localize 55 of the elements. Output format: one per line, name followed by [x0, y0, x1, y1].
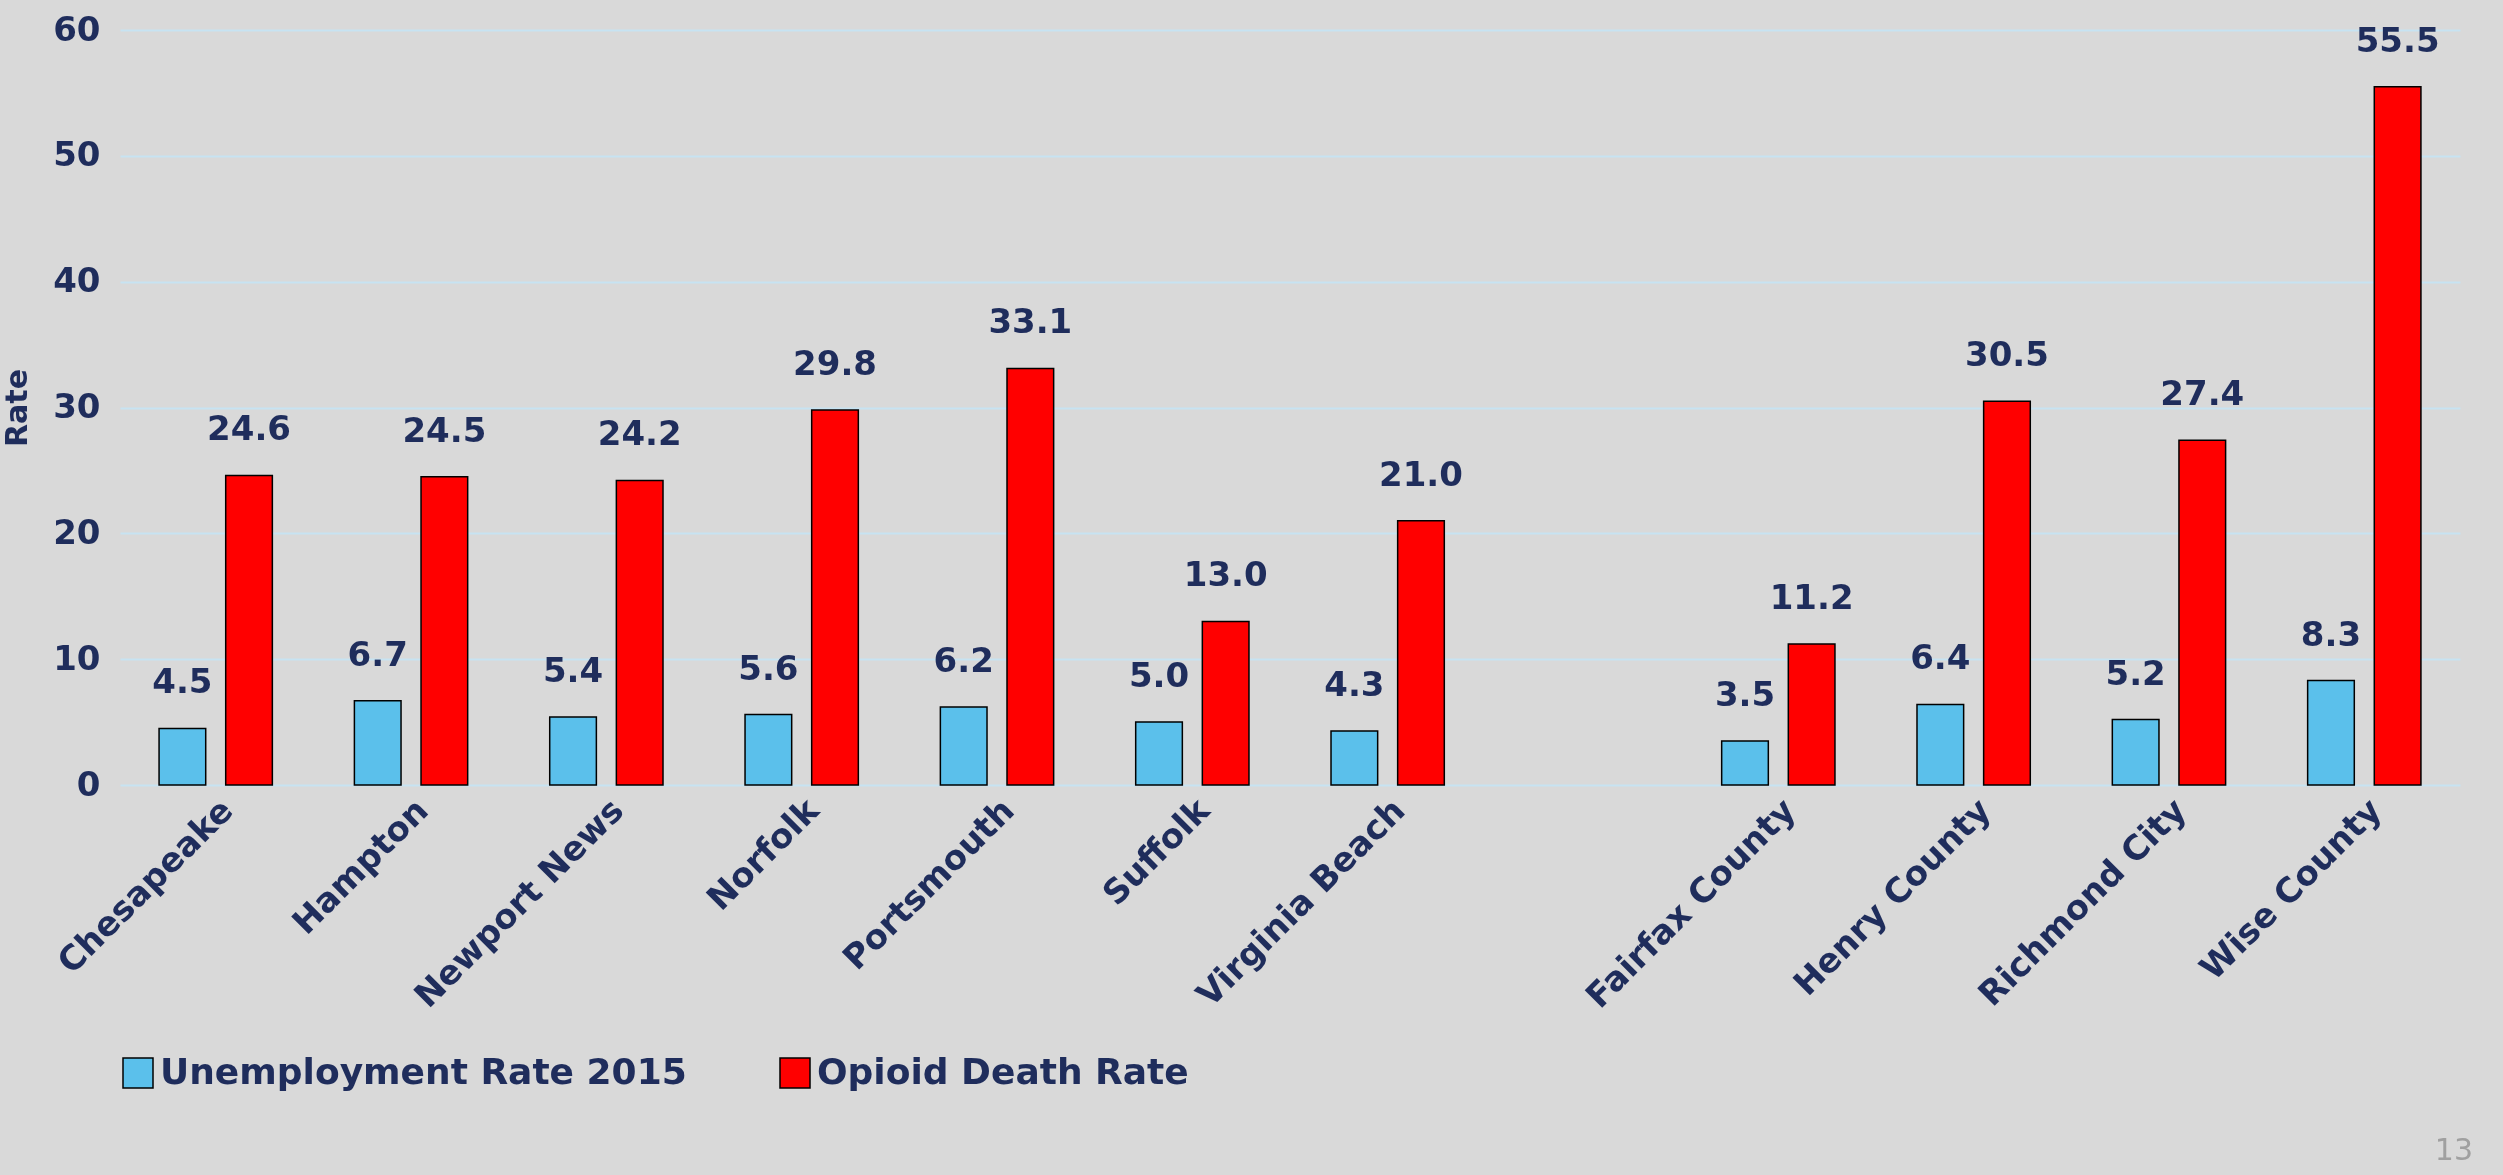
data-label: 13.0: [1183, 554, 1268, 595]
bar: [1720, 740, 1770, 786]
bar: [1330, 730, 1379, 786]
bar: [158, 727, 207, 786]
data-label: 5.6: [738, 647, 799, 688]
bar: [1006, 367, 1055, 786]
text: 13: [2434, 1132, 2473, 1167]
bar: [1916, 703, 1965, 786]
data-label: 30.5: [1965, 334, 2049, 375]
data-label: 4.3: [1324, 663, 1385, 704]
bar: [2178, 439, 2227, 786]
data-label: 8.3: [2300, 613, 2362, 654]
legend-label: Unemployment Rate 2015: [160, 1051, 687, 1092]
data-label: 6.7: [347, 633, 408, 674]
y-tick-label: 60: [53, 8, 101, 49]
data-label: 27.4: [2160, 373, 2245, 414]
bar: [615, 479, 664, 786]
bar: [2111, 718, 2160, 786]
y-tick-label: 30: [53, 386, 101, 426]
bar: [224, 474, 274, 786]
data-label: 21.0: [1379, 453, 1463, 494]
y-tick-label: 20: [53, 511, 101, 552]
data-label: 5.4: [542, 650, 604, 691]
bar: [2306, 679, 2356, 786]
bar: [1134, 721, 1184, 786]
bar: [810, 409, 860, 786]
data-label: 24.2: [597, 413, 682, 454]
bar: [744, 713, 793, 786]
data-label: 24.6: [207, 408, 291, 449]
bar: [1787, 643, 1836, 786]
legend-label: Opioid Death Rate: [817, 1051, 1189, 1092]
data-label: 6.4: [1910, 637, 1971, 678]
bar: [939, 706, 988, 786]
data-label: 4.5: [152, 661, 213, 702]
y-axis-title: Rate: [0, 368, 35, 448]
data-label: 3.5: [1714, 673, 1776, 714]
data-label: 5.0: [1128, 655, 1190, 696]
data-label: 24.5: [402, 409, 487, 450]
data-label: 29.8: [793, 343, 877, 384]
bar: [1396, 520, 1446, 786]
data-label: 33.1: [988, 301, 1073, 342]
y-tick-label: 50: [53, 134, 101, 175]
data-label: 11.2: [1769, 577, 1854, 618]
y-tick-label: 10: [53, 637, 101, 678]
y-tick-label: 40: [53, 260, 101, 301]
bar: [420, 475, 469, 786]
bar: [548, 716, 598, 786]
data-label: 5.2: [2105, 652, 2166, 693]
bar: [353, 699, 402, 786]
bar: [2373, 85, 2422, 786]
data-label: 55.5: [2355, 19, 2440, 60]
bar: [1201, 620, 1250, 786]
data-label: 6.2: [933, 639, 994, 680]
bar: [1982, 400, 2032, 786]
y-tick-label: 0: [76, 763, 101, 804]
